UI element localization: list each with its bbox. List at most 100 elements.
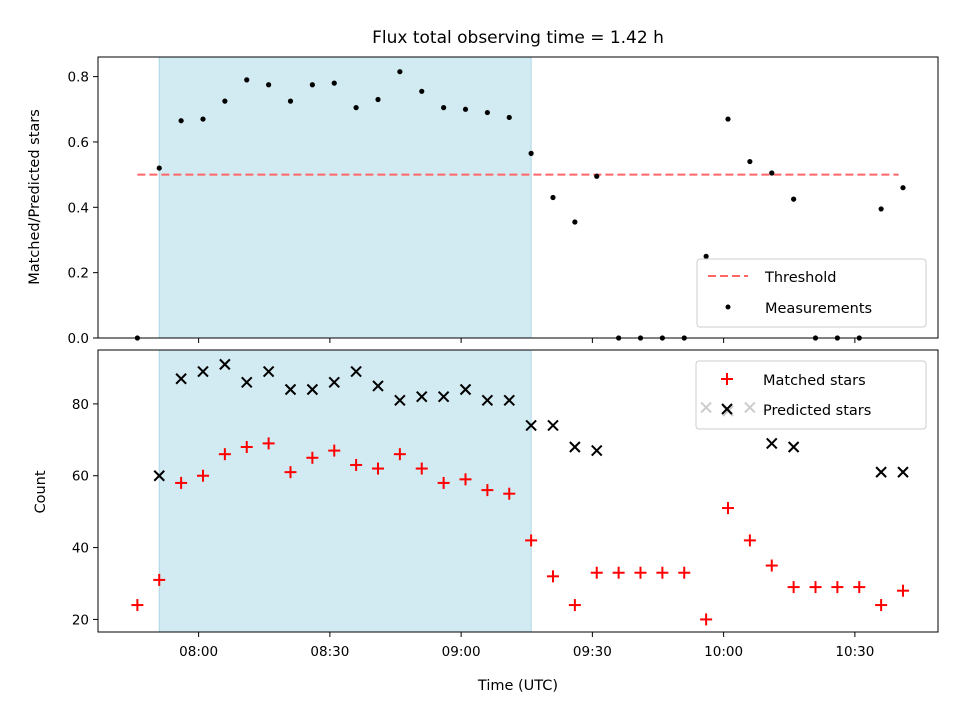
predicted-star-point bbox=[262, 365, 275, 378]
matched-star-point bbox=[765, 559, 778, 572]
matched-star-point bbox=[328, 444, 341, 457]
predicted-star-point bbox=[372, 380, 384, 392]
bottom-xlabel: Time (UTC) bbox=[477, 678, 558, 694]
matched-star-point bbox=[131, 599, 144, 612]
predicted-star-point bbox=[875, 466, 887, 478]
measurement-point bbox=[441, 105, 447, 111]
matched-star-point bbox=[437, 476, 450, 489]
matched-star-point bbox=[897, 584, 909, 597]
bottom-axes-frame bbox=[97, 349, 939, 633]
measurement-point bbox=[550, 194, 556, 201]
predicted-star-point bbox=[787, 441, 800, 453]
top-axes-frame bbox=[97, 56, 939, 339]
predicted-star-point bbox=[416, 390, 428, 403]
bottom-xtick-label: 10:30 bbox=[835, 644, 874, 660]
measurement-point bbox=[791, 196, 797, 202]
legend-matched-swatch bbox=[721, 373, 733, 385]
predicted-star-point bbox=[897, 466, 909, 478]
bottom-ytick-label: 20 bbox=[72, 612, 89, 628]
matched-star-point bbox=[503, 487, 516, 500]
measurement-point bbox=[484, 109, 490, 116]
matched-star-point bbox=[875, 599, 888, 612]
matched-star-point bbox=[634, 566, 647, 579]
top-ytick-label: 0.6 bbox=[68, 135, 89, 151]
legend-predicted-label: Predicted stars bbox=[763, 403, 871, 419]
predicted-star-point bbox=[569, 441, 581, 453]
bottom-xtick-label: 08:30 bbox=[310, 644, 349, 660]
matched-star-point bbox=[481, 484, 494, 497]
legend-measurement-swatch bbox=[725, 304, 731, 310]
measurement-point bbox=[572, 219, 578, 225]
top-ytick-label: 0.2 bbox=[68, 266, 89, 282]
predicted-star-point bbox=[153, 470, 165, 482]
measurement-point bbox=[397, 69, 403, 75]
matched-star-point bbox=[459, 473, 472, 486]
matched-star-point bbox=[262, 437, 275, 450]
top-panel: 0.00.20.40.60.8 Matched/Predicted stars … bbox=[27, 56, 939, 347]
top-legend: Threshold Measurements bbox=[696, 258, 927, 328]
matched-star-point bbox=[218, 448, 231, 461]
legend-threshold-label: Threshold bbox=[764, 270, 836, 286]
bottom-axis-ticks: 20 40 60 80 08:00 08:30 09:00 09:30 10:00 10:30 bbox=[72, 397, 875, 660]
bottom-legend-box bbox=[695, 360, 927, 430]
matched-star-point bbox=[525, 534, 538, 547]
bottom-ytick-label: 40 bbox=[72, 541, 89, 557]
top-ytick-label: 0.0 bbox=[68, 331, 89, 347]
measurement-point bbox=[244, 77, 250, 83]
predicted-star-point bbox=[591, 444, 603, 457]
top-legend-box bbox=[696, 258, 927, 328]
matched-star-point bbox=[590, 566, 603, 579]
measurement-point bbox=[309, 82, 315, 88]
measurement-point bbox=[331, 80, 337, 86]
measurement-point bbox=[287, 98, 294, 104]
matched-star-point bbox=[831, 581, 844, 594]
matched-star-point bbox=[656, 566, 669, 579]
matched-star-point bbox=[175, 476, 188, 489]
bottom-ytick-label: 80 bbox=[72, 397, 89, 413]
matched-star-point bbox=[372, 462, 384, 475]
predicted-star-point bbox=[219, 358, 231, 371]
bottom-ytick-label: 60 bbox=[72, 469, 89, 485]
predicted-star-point bbox=[503, 394, 515, 407]
matched-star-point bbox=[240, 440, 253, 453]
predicted-star-point bbox=[350, 365, 362, 378]
predicted-star-point bbox=[175, 373, 187, 385]
matched-star-point bbox=[787, 581, 800, 594]
bottom-legend: Matched stars Predicted stars bbox=[695, 360, 927, 430]
measurement-point bbox=[506, 114, 512, 121]
predicted-star-point bbox=[481, 394, 494, 407]
measurement-point bbox=[222, 98, 228, 104]
measurement-point bbox=[178, 118, 184, 124]
matched-star-point bbox=[393, 448, 406, 461]
predicted-star-point bbox=[241, 376, 253, 389]
top-ytick-label: 0.4 bbox=[68, 200, 89, 216]
bottom-xtick-label: 08:00 bbox=[179, 644, 218, 660]
predicted-star-point bbox=[197, 365, 209, 378]
measurement-point bbox=[769, 170, 775, 176]
legend-predicted-swatch bbox=[721, 403, 733, 415]
matched-star-point bbox=[547, 570, 559, 583]
matched-star-point bbox=[568, 599, 581, 612]
predicted-star-point bbox=[306, 383, 319, 396]
matched-stars-points bbox=[131, 437, 909, 626]
legend-matched-label: Matched stars bbox=[763, 373, 866, 389]
bottom-xtick-label: 09:30 bbox=[573, 644, 612, 660]
measurement-point bbox=[594, 173, 600, 179]
measurement-point bbox=[462, 106, 469, 112]
matched-star-point bbox=[612, 566, 625, 579]
figure-title: Flux total observing time = 1.42 h bbox=[372, 28, 664, 48]
matched-star-point bbox=[722, 502, 734, 515]
matched-star-point bbox=[809, 581, 822, 594]
matched-star-point bbox=[284, 466, 297, 479]
top-axis-ticks: 0.0 0.2 0.4 0.6 0.8 bbox=[68, 70, 856, 347]
measurement-point bbox=[703, 253, 709, 259]
measurement-points bbox=[134, 69, 906, 341]
matched-star-point bbox=[700, 613, 713, 626]
predicted-star-point bbox=[547, 419, 559, 432]
top-shaded-span bbox=[158, 56, 532, 339]
matched-star-point bbox=[678, 566, 691, 579]
measurement-point bbox=[528, 150, 534, 156]
measurement-point bbox=[878, 206, 884, 212]
measurement-point bbox=[900, 185, 906, 191]
matched-star-point bbox=[306, 451, 319, 464]
